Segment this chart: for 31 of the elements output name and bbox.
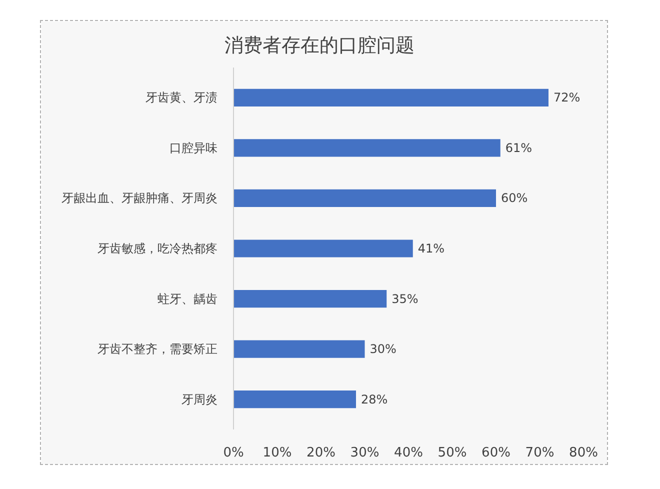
bar: [234, 290, 387, 308]
data-label: 35%: [392, 292, 418, 306]
data-label: 72%: [554, 90, 580, 105]
x-tick-label: 20%: [306, 446, 336, 460]
y-tick-label: 牙齿不整齐，需要矫正: [98, 342, 218, 356]
y-tick-label: 口腔异味: [170, 140, 218, 155]
bar: [234, 139, 500, 157]
y-tick-label: 蛀牙、龋齿: [158, 292, 218, 306]
x-tick-label: 40%: [394, 446, 423, 460]
bar: [234, 189, 496, 208]
y-tick-label: 牙龈出血、牙龈肿痛、牙周炎: [62, 191, 218, 206]
chart-title: 消费者存在的口腔问题: [224, 34, 414, 56]
x-tick-label: 30%: [350, 446, 380, 460]
bar: [234, 88, 548, 106]
data-label: 61%: [505, 140, 532, 155]
data-label: 41%: [418, 242, 445, 256]
data-label: 30%: [370, 342, 396, 356]
y-tick-label: 牙周炎: [182, 392, 218, 406]
x-tick-label: 70%: [525, 446, 554, 460]
x-tick-label: 10%: [262, 446, 292, 460]
data-label: 28%: [361, 392, 388, 406]
data-label: 60%: [501, 191, 528, 206]
bar: [234, 390, 356, 408]
y-tick-label: 牙齿敏感，吃冷热都疼: [98, 242, 218, 256]
y-tick-label: 牙齿黄、牙渍: [146, 90, 218, 105]
x-tick-label: 50%: [438, 446, 467, 460]
x-tick-label: 0%: [223, 446, 244, 460]
x-tick-label: 60%: [482, 446, 510, 460]
x-tick-label: 80%: [569, 446, 598, 460]
bar: [234, 240, 413, 258]
bar: [234, 340, 365, 358]
